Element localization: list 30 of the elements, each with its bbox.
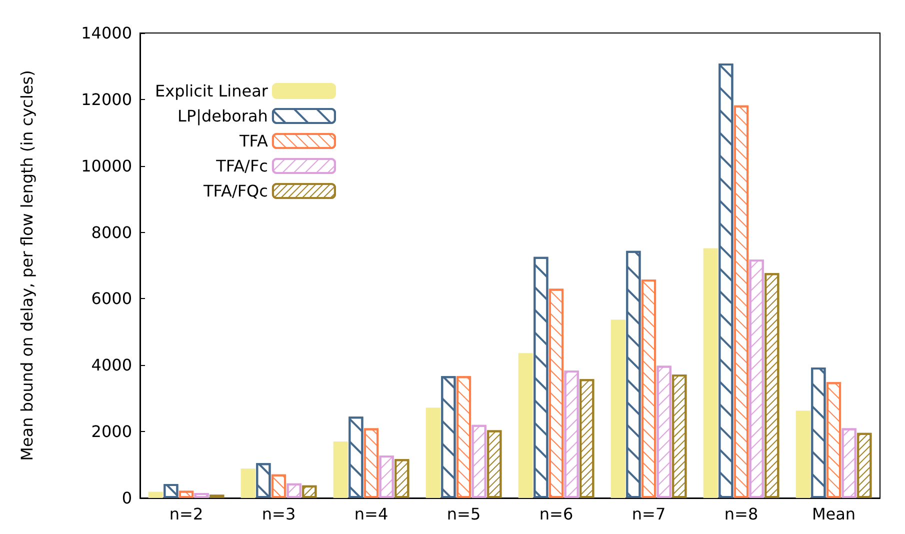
legend-label: TFA/FQc — [202, 182, 268, 200]
x-tick-label: n=3 — [262, 504, 296, 524]
x-tick-label: n=5 — [446, 504, 481, 524]
bar — [610, 320, 626, 498]
y-tick-label: 6000 — [91, 289, 132, 308]
bar — [703, 248, 718, 498]
x-tick-label: Mean — [812, 504, 856, 524]
y-tick-label: 10000 — [81, 156, 132, 176]
y-tick-label: 2000 — [91, 422, 132, 442]
legend-label: Explicit Linear — [155, 82, 268, 100]
y-tick-label: 14000 — [81, 24, 132, 42]
bar — [518, 353, 533, 498]
y-tick-label: 4000 — [91, 356, 132, 375]
y-tick-label: 12000 — [81, 90, 132, 109]
legend-label: LP|deborah — [178, 106, 268, 126]
y-axis-title: Mean bound on delay, per flow length (in cycles) — [18, 70, 36, 461]
x-tick-label: n=8 — [724, 504, 758, 524]
legend-label: TFA/Fc — [215, 156, 268, 176]
bar — [426, 408, 440, 498]
bar — [796, 410, 810, 498]
y-tick-label: 0 — [122, 488, 132, 508]
x-tick-label: n=2 — [169, 504, 204, 524]
bar — [333, 442, 348, 498]
y-tick-label: 8000 — [91, 222, 132, 242]
x-tick-label: n=6 — [539, 504, 574, 524]
bar — [240, 468, 256, 498]
legend-label: TFA — [238, 132, 268, 150]
x-tick-label: n=4 — [354, 504, 388, 524]
x-tick-label: n=7 — [632, 504, 666, 524]
bar — [148, 492, 163, 498]
